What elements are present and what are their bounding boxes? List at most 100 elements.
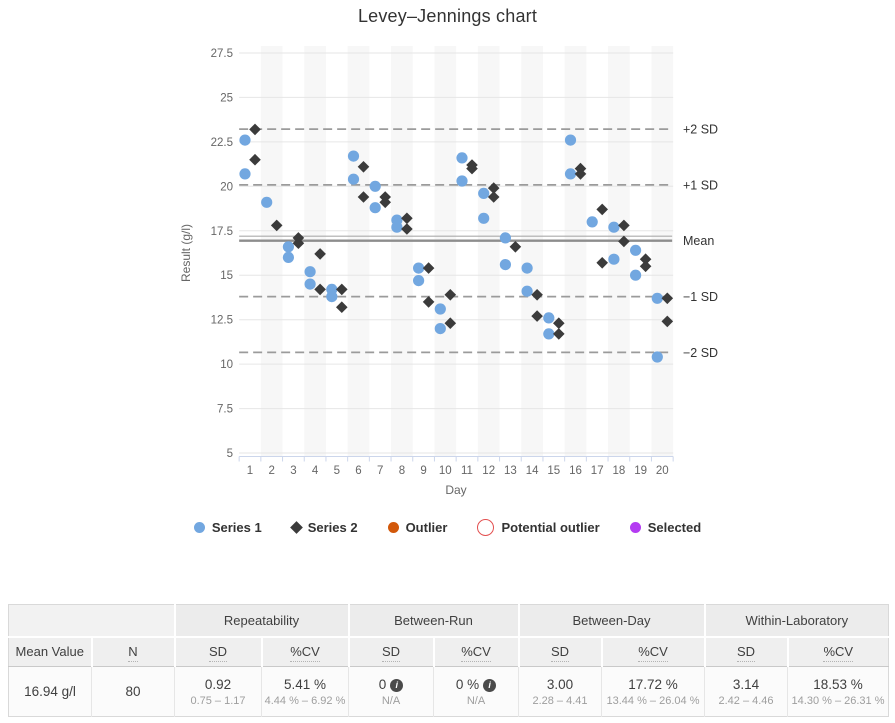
data-point-series-2[interactable]: [314, 283, 326, 296]
data-point-series-2[interactable]: [444, 317, 457, 329]
y-tick-label: 20: [220, 181, 233, 193]
data-point-series-2[interactable]: [487, 182, 500, 194]
data-point-series-1[interactable]: [564, 134, 577, 146]
data-point-series-1[interactable]: [499, 259, 511, 271]
data-point-series-2[interactable]: [336, 301, 348, 313]
data-point-series-1[interactable]: [304, 278, 316, 290]
data-point-series-1[interactable]: [586, 216, 598, 228]
data-point-series-2[interactable]: [466, 162, 478, 175]
data-point-series-2[interactable]: [292, 237, 305, 249]
data-point-series-1[interactable]: [564, 168, 577, 180]
data-point-series-2[interactable]: [509, 241, 522, 253]
data-point-series-2[interactable]: [270, 219, 283, 232]
data-point-series-2[interactable]: [357, 161, 370, 173]
data-point-series-1[interactable]: [521, 262, 533, 274]
plot-area: +2 SD +1 SD Mean −1 SD −2 SD 5 7.5 10 12.5 15 17.5…: [0, 36, 895, 506]
data-point-series-2[interactable]: [639, 253, 652, 265]
x-tick-label: 20: [656, 465, 669, 477]
data-point-series-1[interactable]: [608, 221, 620, 233]
data-point-series-2[interactable]: [553, 317, 565, 329]
col-header-between-day-sd[interactable]: SD: [517, 636, 602, 667]
data-point-series-2[interactable]: [531, 310, 543, 322]
col-header-between-run-cv[interactable]: %CV: [432, 636, 519, 667]
data-point-series-2[interactable]: [661, 292, 674, 305]
col-header-n[interactable]: N: [90, 636, 175, 667]
data-point-series-1[interactable]: [304, 266, 316, 278]
data-point-series-1[interactable]: [239, 168, 251, 180]
legend-label: Series 2: [307, 520, 358, 535]
data-point-series-2[interactable]: [379, 196, 391, 209]
cell-within-lab-sd: 3.14 2.42 – 4.46: [704, 666, 788, 717]
data-point-series-2[interactable]: [596, 257, 608, 269]
data-point-series-1[interactable]: [369, 180, 381, 192]
data-point-series-1[interactable]: [521, 285, 533, 297]
data-point-series-2[interactable]: [249, 153, 261, 166]
col-header-repeatability-sd[interactable]: SD: [173, 636, 262, 667]
x-tick-label: 5: [334, 465, 340, 477]
info-icon[interactable]: i: [390, 678, 404, 692]
data-point-series-1[interactable]: [499, 232, 511, 244]
data-point-series-1[interactable]: [456, 175, 468, 187]
data-point-series-1[interactable]: [282, 251, 294, 263]
data-point-series-1[interactable]: [630, 269, 642, 281]
data-point-series-1[interactable]: [239, 134, 251, 146]
data-point-series-1[interactable]: [651, 292, 663, 304]
data-point-series-1[interactable]: [434, 323, 446, 335]
data-point-series-1[interactable]: [434, 303, 446, 315]
data-point-series-2[interactable]: [422, 296, 435, 308]
data-point-series-2[interactable]: [401, 212, 413, 225]
data-point-series-1[interactable]: [391, 221, 403, 233]
info-icon[interactable]: i: [483, 678, 497, 692]
legend-item-outlier[interactable]: Outlier: [387, 520, 447, 535]
data-point-series-2[interactable]: [574, 168, 587, 180]
data-point-series-2[interactable]: [357, 191, 370, 203]
ref-line-label: +2 SD: [683, 123, 718, 137]
data-point-series-1[interactable]: [347, 150, 360, 162]
data-point-series-1[interactable]: [326, 291, 338, 303]
legend-item-selected[interactable]: Selected: [629, 520, 701, 535]
data-point-series-2[interactable]: [553, 328, 565, 340]
group-header-within-laboratory: Within-Laboratory: [703, 604, 890, 638]
legend-item-potential-outlier[interactable]: Potential outlier: [477, 519, 600, 536]
data-point-series-1[interactable]: [630, 244, 642, 256]
col-header-between-run-sd[interactable]: SD: [347, 636, 434, 667]
plot-band: [260, 46, 283, 457]
col-header-between-day-cv[interactable]: %CV: [600, 636, 705, 667]
data-point-series-1[interactable]: [456, 152, 468, 164]
data-point-series-1[interactable]: [608, 253, 620, 265]
cell-between-run-cv: 0 % i N/A: [433, 666, 519, 717]
data-point-series-1[interactable]: [347, 173, 360, 185]
series-2-marker-icon: [289, 521, 303, 534]
data-point-series-1[interactable]: [413, 262, 425, 274]
data-point-series-1[interactable]: [261, 196, 273, 208]
y-tick-label: 25: [220, 92, 233, 104]
data-point-series-1[interactable]: [478, 212, 490, 224]
data-point-series-2[interactable]: [401, 223, 413, 235]
data-point-series-1[interactable]: [413, 275, 425, 287]
legend-item-series-1[interactable]: Series 1: [193, 520, 262, 535]
ref-line-label: +1 SD: [683, 178, 718, 192]
data-point-series-1[interactable]: [651, 351, 663, 363]
data-point-series-1[interactable]: [478, 187, 490, 199]
data-point-series-2[interactable]: [336, 283, 348, 296]
col-header-within-lab-cv[interactable]: %CV: [786, 636, 890, 667]
data-point-series-2[interactable]: [314, 248, 326, 260]
data-point-series-2[interactable]: [487, 191, 500, 203]
data-point-series-1[interactable]: [369, 202, 381, 214]
data-point-series-1[interactable]: [543, 312, 555, 324]
data-point-series-2[interactable]: [661, 315, 674, 328]
data-point-series-1[interactable]: [543, 328, 555, 340]
y-tick-label: 27.5: [211, 48, 233, 60]
data-point-series-2[interactable]: [422, 262, 435, 274]
data-point-series-2[interactable]: [639, 260, 652, 273]
col-header-within-lab-sd[interactable]: SD: [703, 636, 788, 667]
data-point-series-2[interactable]: [618, 235, 630, 248]
data-point-series-2[interactable]: [531, 289, 543, 301]
data-point-series-2[interactable]: [618, 219, 630, 232]
data-point-series-1[interactable]: [282, 241, 294, 253]
data-point-series-2[interactable]: [249, 123, 261, 136]
col-header-repeatability-cv[interactable]: %CV: [260, 636, 349, 667]
legend-item-series-2[interactable]: Series 2: [289, 520, 358, 535]
data-point-series-2[interactable]: [596, 203, 608, 216]
data-point-series-2[interactable]: [444, 289, 457, 301]
